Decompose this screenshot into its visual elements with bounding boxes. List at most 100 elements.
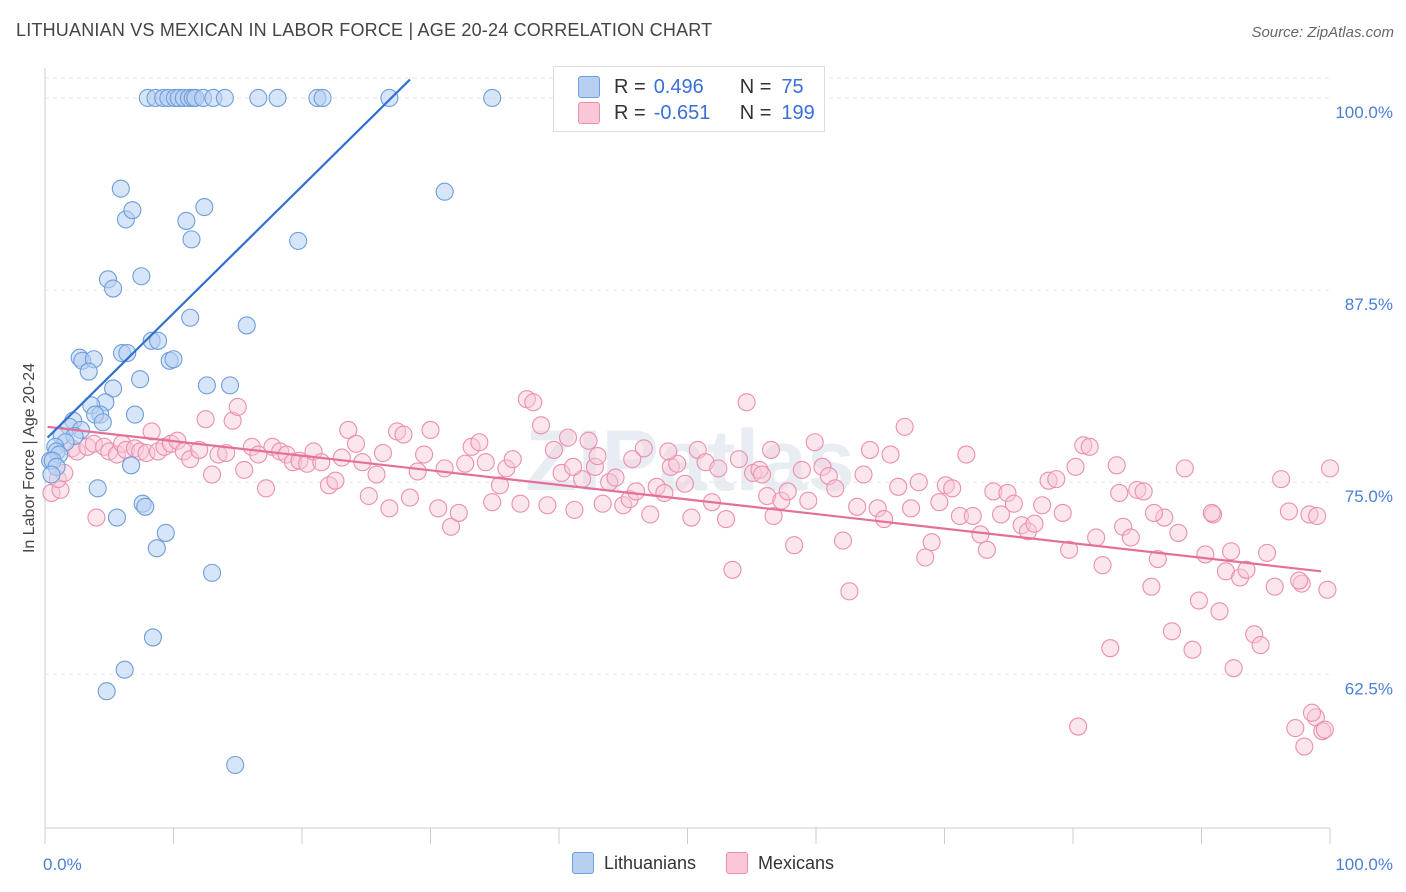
mexican-point (332, 448, 351, 467)
mexican-point (1148, 549, 1167, 569)
mexican-point (998, 483, 1017, 503)
mexican-point (1069, 717, 1088, 736)
series-legend: Lithuanians Mexicans (0, 852, 1406, 874)
mexican-point (531, 416, 551, 435)
lithuanian-point (249, 88, 268, 108)
lithuanian-point (156, 523, 175, 542)
mexican-point (682, 508, 701, 527)
mexican-point (1189, 591, 1208, 610)
n-label: N = (739, 75, 772, 98)
mexican-point (943, 479, 962, 498)
mexican-point (785, 536, 804, 555)
lithuanian-swatch (578, 76, 600, 98)
mexican-point (1025, 514, 1044, 533)
mexican-point (256, 479, 276, 498)
mexican-point (476, 453, 495, 472)
mexican-point (1080, 437, 1099, 456)
mexican-point (51, 480, 70, 499)
mexican-point (620, 490, 639, 509)
legend-row-lithuanians: R = 0.496 N = 75 (578, 75, 804, 99)
mexican-point (1222, 542, 1241, 561)
mexican-point (1315, 720, 1334, 739)
lithuanian-point (313, 88, 332, 108)
mexican-point (1202, 503, 1221, 522)
mexican-point (848, 497, 867, 516)
mexican-point (490, 476, 509, 495)
lithuanian-point (97, 682, 116, 701)
mexican-point (916, 548, 935, 567)
y-tick-label: 75.0% (1345, 487, 1393, 506)
mexican-point (564, 457, 583, 476)
mexican-point (326, 471, 345, 490)
mexican-point (854, 465, 873, 484)
mexican-point (1107, 456, 1126, 475)
lithuanian-point (182, 230, 201, 249)
mexican-point (1292, 574, 1311, 593)
lithuanian-point (149, 331, 168, 350)
mexican-point (1318, 580, 1337, 599)
mexican-point (1265, 577, 1284, 596)
mexican-point (339, 420, 358, 439)
legend-item-lithuanians[interactable]: Lithuanians (571, 852, 697, 874)
mexican-point (415, 445, 434, 464)
legend-item-mexicans[interactable]: Mexicans (726, 852, 834, 874)
mexican-point (373, 443, 393, 463)
mexican-point (125, 439, 144, 458)
mexican-point (1257, 543, 1277, 562)
legend-label: Lithuanians (603, 852, 697, 873)
mexican-point (142, 422, 161, 441)
x-tick-label: 100.0% (1335, 855, 1393, 874)
mexican-swatch (726, 852, 749, 874)
r-value: -0.651 (653, 101, 711, 124)
mexican-point (729, 450, 748, 469)
lithuanian-point (237, 316, 256, 335)
mexican-point (1286, 719, 1305, 738)
mexican-point (1060, 540, 1079, 559)
mexican-point (190, 440, 209, 459)
mexican-point (319, 476, 339, 495)
mexican-point (922, 533, 941, 552)
mexican-point (235, 460, 254, 479)
mexican-point (524, 393, 543, 412)
mexican-point (1295, 737, 1314, 756)
mexican-point (641, 505, 660, 524)
y-tick-label: 100.0% (1335, 103, 1393, 122)
mexican-point (131, 442, 150, 461)
lithuanian-point (79, 362, 98, 381)
lithuanian-point (164, 350, 183, 369)
x-tick-label: 0.0% (43, 855, 82, 874)
mexican-point (497, 459, 516, 478)
lithuanian-point (289, 231, 308, 250)
mexican-point (470, 433, 489, 452)
mexican-point (1183, 640, 1202, 659)
mexican-point (778, 482, 797, 501)
legend-label: Mexicans (758, 852, 835, 873)
mexican-point (805, 433, 824, 452)
mexican-point (977, 540, 996, 559)
r-value: 0.496 (653, 75, 704, 98)
mexican-point (558, 428, 578, 447)
mexican-point (737, 393, 756, 412)
mexican-point (930, 493, 949, 512)
mexican-point (840, 582, 859, 601)
mexican-point (1251, 636, 1270, 655)
mexican-point (196, 410, 215, 429)
mexican-point (538, 496, 557, 515)
mexican-point (1196, 545, 1215, 564)
mexican-point (1279, 502, 1298, 521)
mexican-trend-line (47, 425, 1322, 573)
lithuanian-point (118, 344, 137, 363)
mexican-point (137, 443, 156, 463)
lithuanian-trend-line (46, 78, 411, 439)
mexican-point (588, 447, 607, 466)
lithuanian-point (122, 456, 141, 475)
mexican-point (511, 494, 530, 513)
mexican-swatch (578, 102, 600, 124)
mexican-point (1308, 506, 1327, 526)
y-axis-label: In Labor Force | Age 20-24 (21, 362, 38, 554)
mexican-point (1302, 703, 1322, 722)
mexican-point (623, 450, 642, 469)
mexican-point (203, 465, 222, 484)
mexican-point (84, 434, 103, 453)
mexican-point (950, 506, 969, 526)
